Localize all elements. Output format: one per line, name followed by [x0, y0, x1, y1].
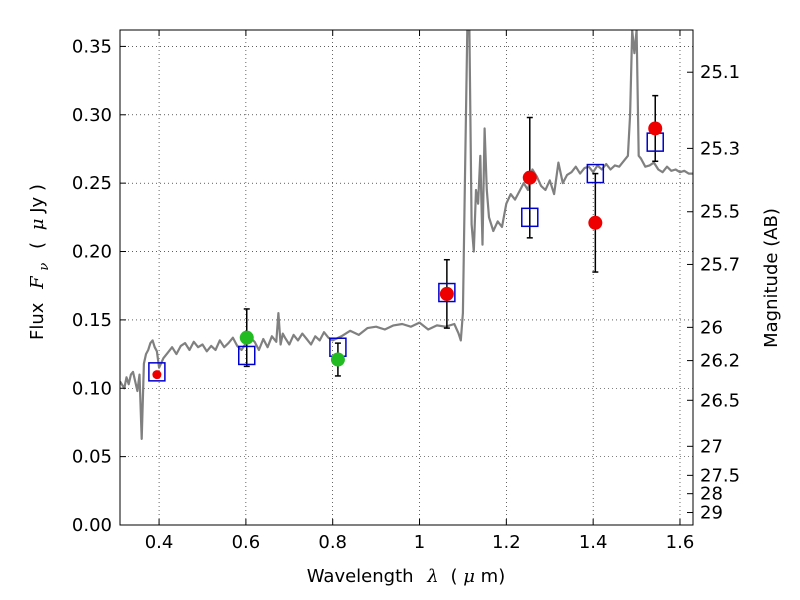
model-photometry-square [586, 163, 605, 184]
observed-point [330, 352, 345, 367]
y-tick-label: 0.35 [72, 36, 112, 57]
observed-point [439, 286, 454, 301]
x-tick-label: 1.2 [492, 532, 521, 553]
y-tick-labels: 0.00 0.05 0.10 0.15 0.20 0.25 0.30 0.35 [72, 36, 112, 536]
model-photometry-square [438, 282, 456, 303]
magnitude-tick-label: 25.3 [700, 138, 740, 159]
magnitude-tick-label: 29 [700, 503, 723, 524]
x-axis-unit-rest: m) [481, 566, 506, 587]
observed-photometry-markers [152, 121, 663, 380]
x-axis-title: Wavelength λ ( μ m) [307, 566, 505, 587]
magnitude-tick-label: 25.1 [700, 62, 740, 83]
y-axis-unit-mu: μ [27, 218, 48, 230]
x-axis-label: Wavelength [307, 566, 414, 587]
grid-lines [120, 30, 693, 526]
x-tick-label: 1 [414, 532, 425, 553]
y-tick-label: 0.25 [72, 173, 112, 194]
model-photometry-square [148, 362, 166, 382]
y-tick-label: 0.10 [72, 378, 112, 399]
y-tick-label: 0.00 [72, 515, 112, 536]
magnitude-axis-title: Magnitude (AB) [761, 208, 782, 348]
magnitude-tick-label: 26 [700, 317, 723, 338]
magnitude-tick-label: 25.5 [700, 202, 740, 223]
x-tick-label: 0.8 [318, 532, 347, 553]
x-tick-label: 1.4 [579, 532, 608, 553]
model-photometry-square [521, 207, 539, 228]
plot-frame [119, 29, 694, 526]
y-axis-unit-rest: Jy ) [27, 184, 48, 214]
x-axis-unit-mu: μ [463, 566, 475, 587]
magnitude-tick-label: 27 [700, 436, 723, 457]
observed-point [239, 330, 254, 345]
y-axis-unit-open: ( [27, 242, 48, 249]
x-tick-label: 0.6 [232, 532, 261, 553]
plot-background [120, 30, 693, 525]
y-axis-title: Flux F ν ( μ Jy ) [27, 184, 53, 340]
spectrum-line [120, 30, 693, 440]
y-axis-symbol: F [27, 275, 48, 290]
y-tick-label: 0.05 [72, 447, 112, 468]
x-axis-unit-open: ( [450, 566, 457, 587]
x-tick-labels: 0.4 0.6 0.8 1 1.2 1.4 1.6 [145, 532, 695, 553]
y-tick-label: 0.15 [72, 310, 112, 331]
axis-ticks [120, 30, 693, 526]
observed-point [152, 370, 162, 380]
magnitude-tick-label: 26.2 [700, 351, 740, 372]
magnitude-tick-label: 28 [700, 484, 723, 505]
observed-point [648, 121, 663, 136]
y-axis-label: Flux [27, 302, 48, 340]
y-tick-label: 0.20 [72, 242, 112, 263]
y-axis-subscript: ν [37, 263, 52, 271]
x-tick-label: 0.4 [145, 532, 174, 553]
x-axis-symbol: λ [426, 566, 438, 587]
magnitude-tick-label: 25.7 [700, 254, 740, 275]
magnitude-tick-label: 26.5 [700, 390, 740, 411]
model-photometry-square [238, 345, 256, 366]
observed-point [588, 215, 603, 230]
magnitude-tick-label: 27.5 [700, 465, 740, 486]
x-tick-label: 1.6 [666, 532, 695, 553]
observed-point [522, 170, 537, 185]
model-spectrum [120, 30, 693, 440]
y-tick-label: 0.30 [72, 105, 112, 126]
